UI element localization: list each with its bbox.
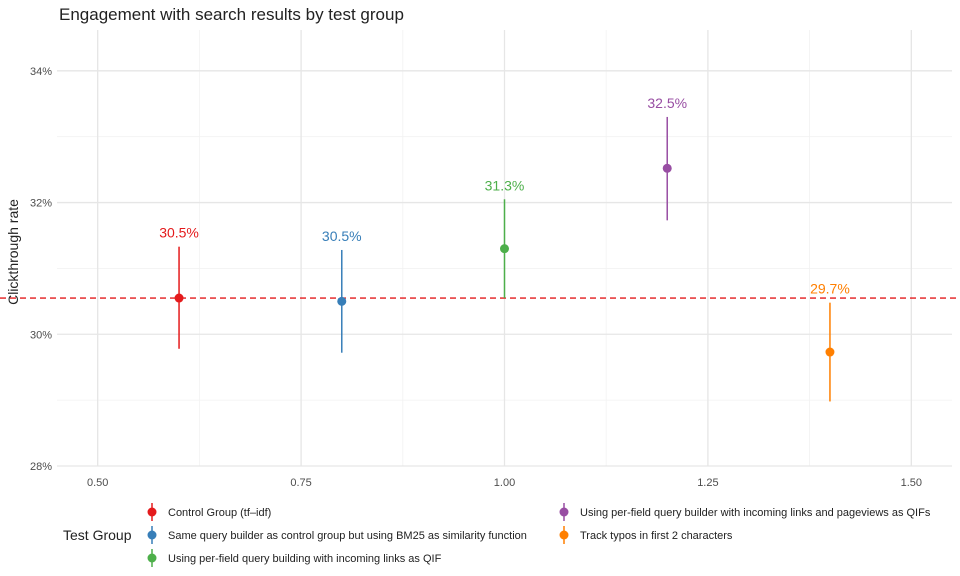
data-label: 32.5% [647,95,687,111]
x-tick-label: 1.25 [697,477,718,489]
legend: Test Group Control Group (tf–idf) Same qu… [63,503,931,567]
y-tick-label: 28% [30,461,52,473]
data-label: 31.3% [485,177,525,193]
data-point [337,296,347,306]
series-group: 30.5% [322,228,362,353]
legend-item: Same query builder as control group but … [147,526,527,544]
data-point [825,347,835,357]
y-tick-label: 32% [30,198,52,210]
y-tick-label: 30% [30,329,52,341]
legend-key-point [559,530,569,540]
data-point [174,293,184,303]
x-tick-label: 0.75 [290,477,311,489]
chart-title: Engagement with search results by test g… [59,5,404,24]
legend-key-point [147,553,157,563]
series-group: 29.7% [810,281,850,402]
legend-item: Track typos in first 2 characters [559,526,733,544]
legend-label: Track typos in first 2 characters [580,530,733,542]
legend-key-point [147,507,157,517]
data-point [662,163,672,173]
series-group: 31.3% [485,177,525,299]
legend-key-point [559,507,569,517]
legend-item: Using per-field query builder with incom… [559,503,931,521]
data-marks: 30.5% 30.5% 31.3% 32.5% 29.7% [159,95,850,402]
y-tick-label: 34% [30,66,52,78]
legend-item: Using per-field query building with inco… [147,549,442,567]
data-point [500,244,509,254]
tick-labels: 0.50 0.75 1.00 1.25 1.50 28% 30% 32% 34% [30,66,922,489]
x-tick-label: 0.50 [87,477,108,489]
legend-label: Same query builder as control group but … [168,530,527,542]
data-label: 30.5% [159,225,199,241]
data-label: 29.7% [810,281,850,297]
x-tick-label: 1.50 [901,477,922,489]
data-label: 30.5% [322,228,362,244]
series-group: 32.5% [647,95,687,221]
x-tick-label: 1.00 [494,477,515,489]
legend-title: Test Group [63,527,132,543]
legend-label: Control Group (tf–idf) [168,507,271,519]
legend-key-point [147,530,157,540]
legend-item: Control Group (tf–idf) [147,503,271,521]
series-group: 30.5% [159,225,199,349]
legend-label: Using per-field query builder with incom… [580,507,931,519]
y-axis-title: Clickthrough rate [5,199,21,305]
legend-label: Using per-field query building with inco… [168,553,442,565]
